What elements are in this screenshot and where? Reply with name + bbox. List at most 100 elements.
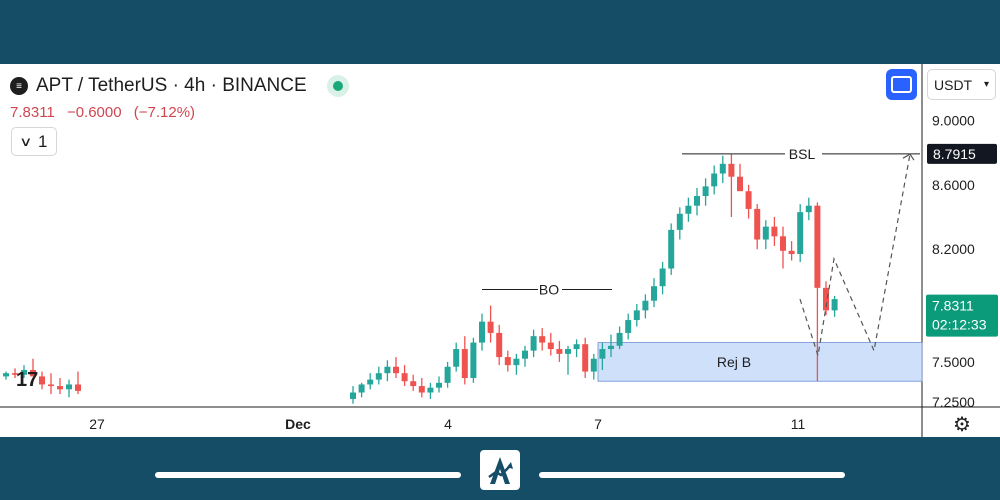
chart-panel[interactable]: Rej B 17 BO BSL 9.0000 8.6000 8.2000 7.5000 7.…: [0, 64, 1000, 437]
candle-body: [57, 386, 63, 390]
candle-body: [410, 381, 417, 387]
projected-path: [799, 154, 911, 356]
candle: [367, 373, 374, 390]
candle-body: [573, 344, 580, 350]
aptos-logo-icon: ≡: [10, 77, 28, 95]
settings-button[interactable]: ⚙: [948, 412, 976, 436]
countdown-label: 02:12:33: [932, 317, 987, 333]
candle: [418, 378, 425, 398]
candle-body: [797, 212, 804, 255]
candle: [48, 373, 54, 395]
candle-body: [625, 320, 632, 333]
candle: [556, 340, 563, 362]
candle-body: [358, 384, 365, 393]
candle: [608, 334, 614, 358]
fullscreen-button[interactable]: [886, 69, 917, 100]
candle: [728, 154, 735, 217]
candle-body: [788, 250, 795, 255]
candle: [694, 187, 700, 216]
candle: [788, 241, 795, 261]
candle-body: [504, 357, 511, 366]
candle-body: [633, 310, 640, 321]
rejection-zone-label: Rej B: [717, 354, 751, 370]
candle-body: [479, 321, 485, 343]
candle-body: [393, 366, 399, 374]
candle-body: [659, 268, 666, 287]
candle: [805, 197, 812, 221]
candle: [599, 342, 606, 370]
currency-select[interactable]: USDT ▾: [927, 69, 996, 100]
candle: [436, 376, 442, 393]
candle: [573, 339, 580, 358]
candle-body: [522, 350, 528, 359]
bsl-price-label-bg: [927, 143, 997, 164]
y-tick-label: 7.2500: [932, 394, 975, 410]
candle-body: [599, 349, 606, 359]
price-change: −0.6000: [66, 104, 122, 121]
candle-body: [642, 300, 649, 311]
candle: [21, 365, 27, 379]
candle: [754, 204, 761, 250]
candle: [831, 295, 838, 317]
decorative-bar-left: [155, 472, 461, 478]
candle-body: [487, 321, 494, 333]
candle: [461, 336, 468, 385]
candle-body: [565, 349, 571, 354]
candle: [814, 202, 821, 382]
candle-body: [461, 349, 468, 379]
candle: [453, 342, 460, 372]
chevron-down-icon: ∨: [18, 133, 32, 149]
candle-body: [754, 208, 761, 240]
settings-icon: ⚙: [953, 413, 971, 436]
x-tick-label: 11: [791, 416, 806, 432]
candle: [547, 332, 554, 356]
candle-body: [676, 213, 683, 230]
candle-body: [668, 229, 675, 269]
symbol-header[interactable]: ≡ APT / TetherUS · 4h · BINANCE: [10, 74, 349, 98]
candle: [625, 313, 632, 340]
candle: [427, 382, 434, 399]
bottom-bar: [0, 437, 1000, 500]
candle-body: [762, 226, 769, 240]
candle-body: [367, 379, 374, 385]
candle: [762, 220, 769, 250]
candle-body: [48, 384, 54, 387]
candle: [384, 360, 391, 382]
candle: [410, 374, 417, 391]
candle-body: [384, 366, 391, 374]
candle: [393, 357, 399, 379]
rejection-zone: [597, 342, 923, 382]
candle: [659, 262, 666, 295]
y-tick-label: 8.6000: [932, 177, 975, 193]
candle: [358, 382, 365, 398]
candle: [582, 337, 589, 379]
candle: [651, 278, 657, 308]
x-tick-label: 27: [89, 416, 105, 432]
candle-body: [401, 373, 408, 382]
candle-body: [418, 386, 425, 393]
candle-body: [728, 163, 735, 177]
candle-body: [350, 392, 356, 399]
indicator-toggle[interactable]: ∨ 1: [11, 127, 57, 156]
candle: [350, 386, 356, 404]
candle-body: [737, 176, 743, 192]
candle: [496, 324, 503, 366]
candle: [737, 163, 743, 192]
candle-body: [444, 366, 451, 383]
candle: [57, 378, 63, 395]
candle-body: [436, 382, 442, 388]
candle: [530, 329, 537, 358]
candle: [30, 358, 36, 377]
candle-body: [685, 205, 692, 214]
candle: [780, 226, 786, 269]
candle-body: [745, 191, 752, 209]
candle-body: [805, 205, 812, 213]
bsl-price-label: 8.7915: [933, 146, 976, 162]
candle-body: [496, 332, 503, 358]
candle: [590, 353, 597, 380]
current-price-label-bg: [926, 294, 998, 337]
candle-body: [702, 186, 709, 197]
y-tick-label: 9.0000: [932, 112, 975, 128]
last-price: 7.8311: [10, 104, 55, 121]
